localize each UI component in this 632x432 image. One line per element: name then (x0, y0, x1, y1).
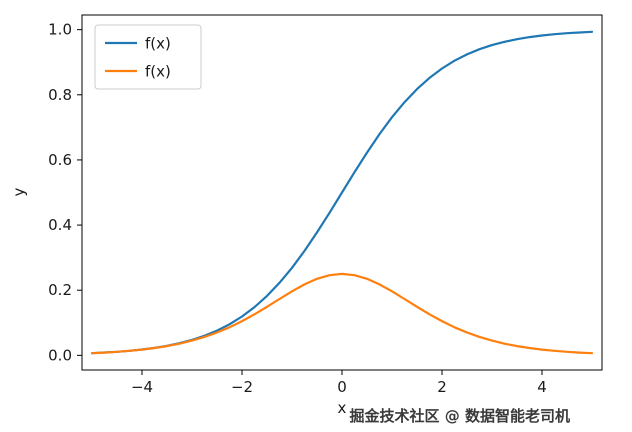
legend-label: f(x) (145, 35, 171, 53)
x-tick-label: 0 (337, 378, 347, 396)
x-axis-label: x (338, 399, 347, 417)
watermark: 掘金技术社区 @ 数据智能老司机 (350, 407, 570, 425)
x-tick-label: −4 (131, 378, 153, 396)
y-tick-label: 1.0 (48, 21, 72, 39)
x-tick-label: −2 (231, 378, 253, 396)
plot-area: −4 −2 0 2 4 0.0 0.2 0.4 0.6 0.8 1.0 f(x) f(x) (48, 14, 603, 396)
legend-label: f(x) (145, 63, 171, 81)
sigmoid-derivative-curve (90, 272, 594, 355)
legend-box (94, 24, 202, 90)
y-tick-label: 0.6 (48, 151, 72, 169)
y-tick-label: 0.8 (48, 86, 72, 104)
y-tick-label: 0.0 (48, 346, 72, 364)
y-tick-label: 0.2 (48, 281, 72, 299)
y-tick-label: 0.4 (48, 216, 72, 234)
y-axis-label: y (10, 187, 28, 196)
x-tick-label: 2 (437, 378, 447, 396)
x-tick-label: 4 (537, 378, 547, 396)
